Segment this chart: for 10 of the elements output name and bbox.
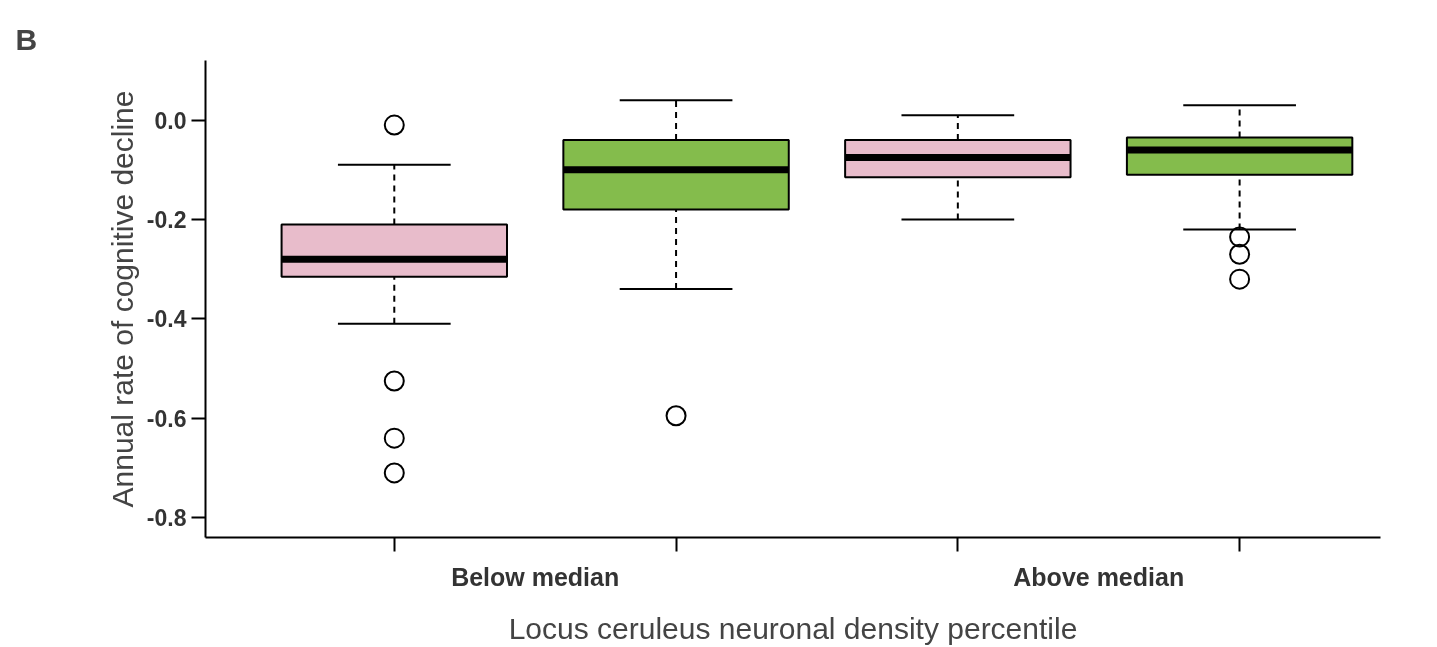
- y-tick-label: -0.4: [146, 306, 187, 333]
- y-tick-label: -0.6: [146, 405, 187, 432]
- text: B: [15, 22, 38, 56]
- x-tick-label: Below median: [451, 562, 620, 591]
- x-tick-label: Above median: [1013, 562, 1185, 591]
- x-axis-title: Locus ceruleus neuronal density percentile: [508, 611, 1078, 645]
- y-tick-label: -0.8: [146, 505, 187, 532]
- y-axis-title: Annual rate of cognitive decline: [105, 90, 139, 508]
- y-tick-label: 0.0: [154, 107, 187, 134]
- y-tick-label: -0.2: [146, 207, 187, 233]
